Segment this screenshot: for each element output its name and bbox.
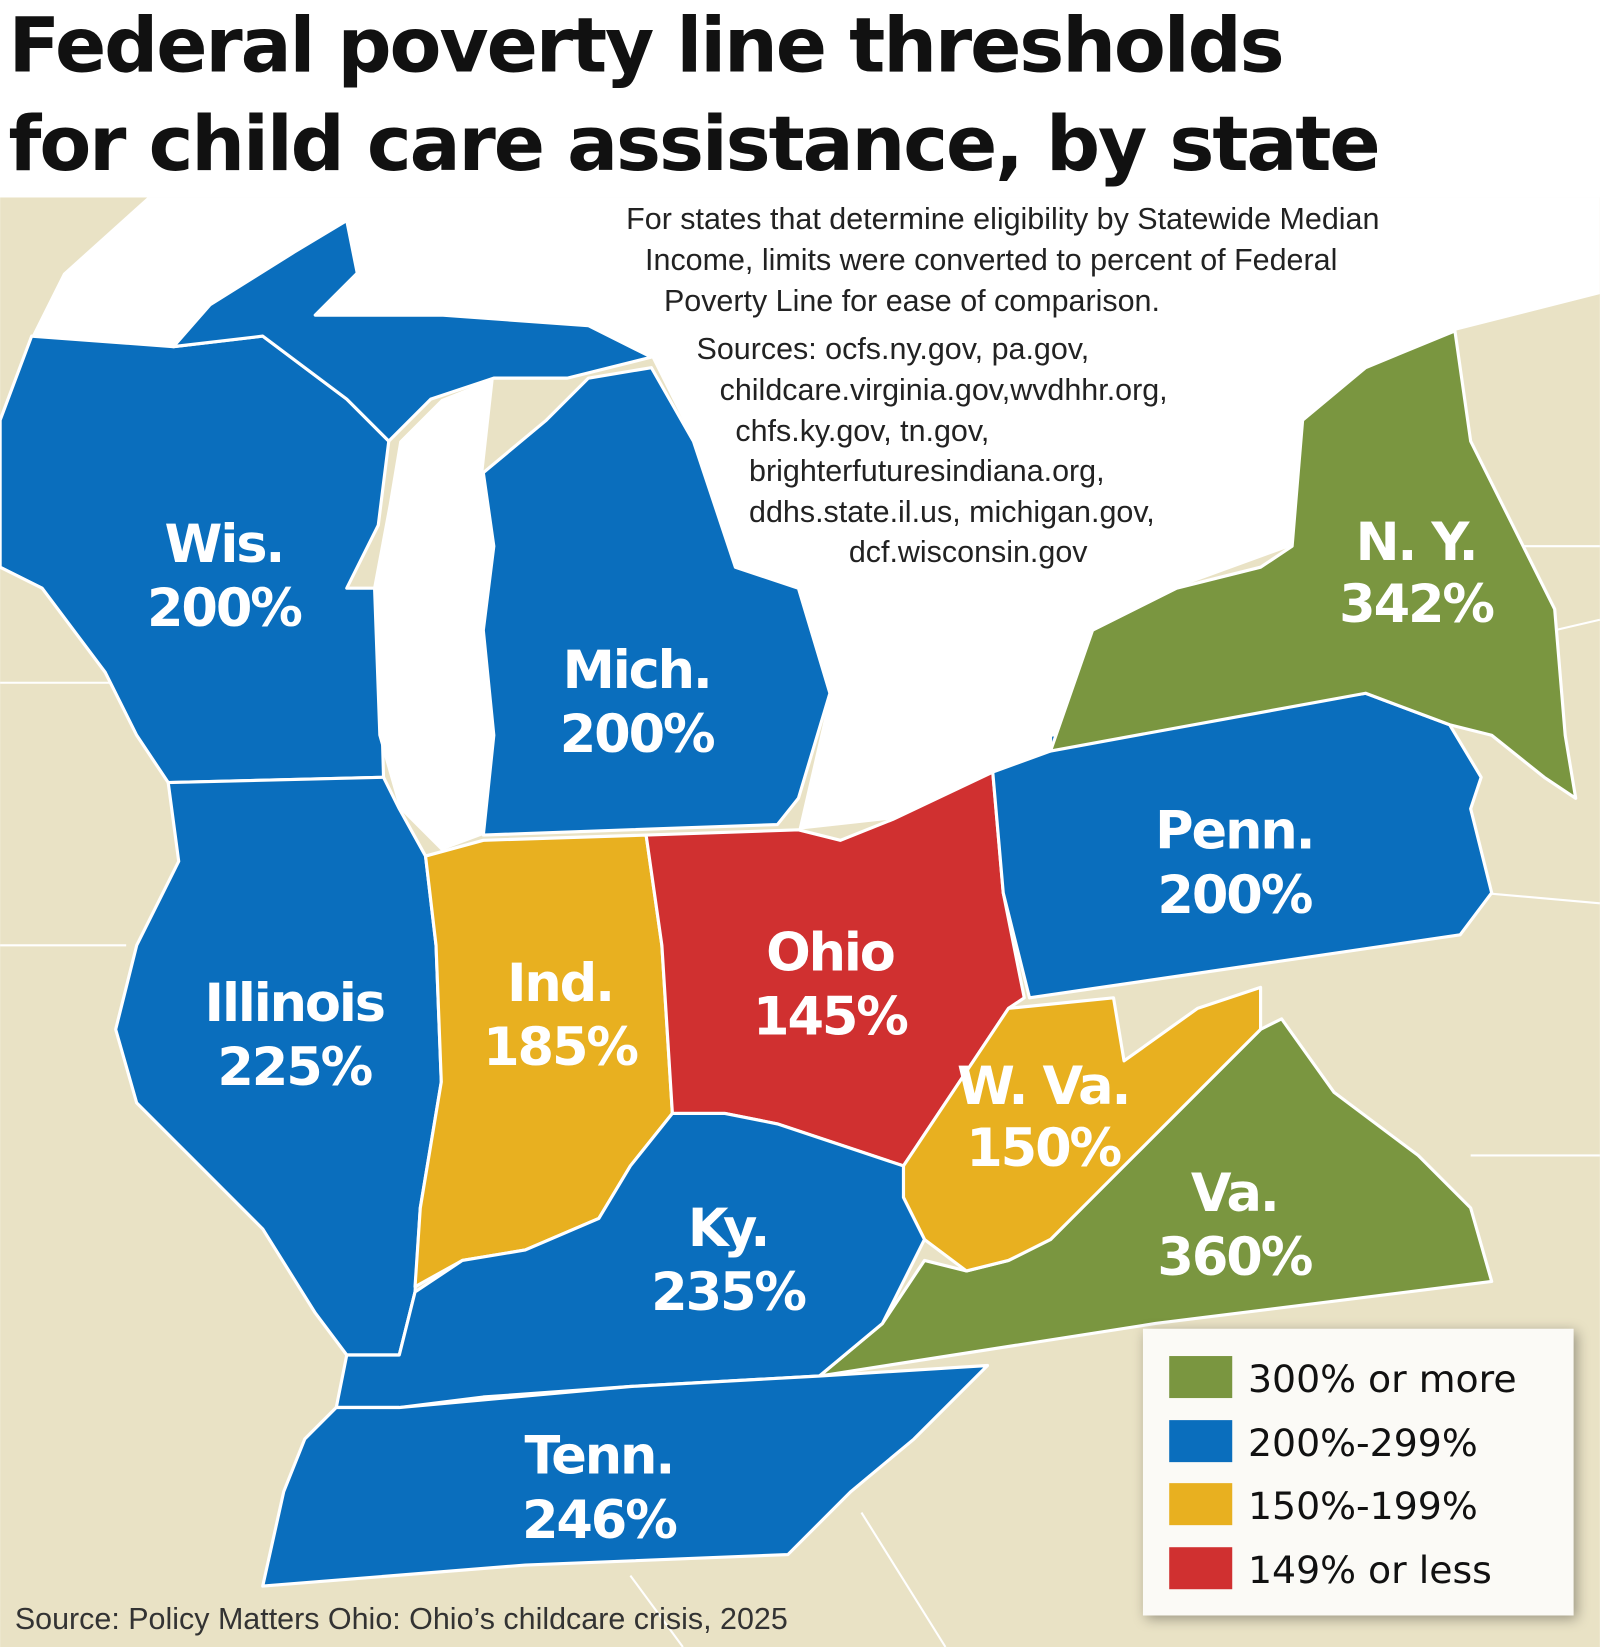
title-line-2: for child care assistance, by state: [9, 100, 1379, 188]
state-name-label: Ohio: [766, 923, 894, 984]
state-west-virginia[interactable]: [901, 985, 1263, 1273]
neighbor-borders: [0, 545, 1600, 1647]
state-name-label: Penn.: [1155, 801, 1313, 862]
state-value-label: 185%: [483, 1017, 637, 1078]
legend-swatch-yellow: [1169, 1483, 1233, 1526]
state-michigan[interactable]: [481, 366, 832, 837]
state-name-label: Mich.: [563, 640, 711, 701]
title-line-1: Federal poverty line thresholds: [9, 1, 1283, 89]
legend: 300% or more 200%-299% 150%-199% 149% or…: [1142, 1328, 1574, 1616]
legend-label: 150%-199%: [1248, 1484, 1478, 1528]
state-name-label: Tenn.: [525, 1426, 674, 1487]
state-new-york[interactable]: [1048, 329, 1578, 800]
state-value-label: 200%: [1157, 865, 1311, 926]
sources-line: Sources: ocfs.ny.gov, pa.gov,: [697, 332, 1090, 366]
state-name-label: W. Va.: [957, 1056, 1129, 1117]
sources-line: brighterfuturesindiana.org,: [749, 454, 1105, 488]
legend-label: 200%-299%: [1248, 1421, 1478, 1465]
state-pennsylvania[interactable]: [991, 691, 1494, 1000]
state-kentucky[interactable]: [334, 1111, 927, 1410]
legend-label: 300% or more: [1248, 1357, 1517, 1401]
lake-michigan: [373, 378, 494, 851]
note-line: For states that determine eligibility by…: [626, 202, 1379, 236]
title: Federal poverty line thresholds for chil…: [9, 1, 1381, 188]
source-credit: Source: Policy Matters Ohio: Ohio’s chil…: [15, 1602, 788, 1636]
note-line: Income, limits were converted to percent…: [645, 243, 1337, 277]
state-name-label: N. Y.: [1356, 512, 1477, 573]
canada-water-area: [0, 197, 1600, 830]
state-name-label: Illinois: [205, 973, 384, 1034]
state-michigan-upper[interactable]: [171, 219, 653, 443]
state-name-label: Ky.: [688, 1198, 768, 1259]
state-name-label: Va.: [1191, 1163, 1278, 1224]
sources-line: ddhs.state.il.us, michigan.gov,: [749, 495, 1155, 529]
state-value-label: 246%: [522, 1490, 676, 1551]
state-value-label: 150%: [966, 1118, 1120, 1179]
state-name-label: Ind.: [507, 953, 613, 1014]
state-value-label: 342%: [1339, 574, 1493, 635]
state-tennessee[interactable]: [261, 1363, 990, 1588]
note-line: Poverty Line for ease of comparison.: [664, 284, 1160, 318]
state-value-label: 235%: [651, 1262, 805, 1323]
state-value-label: 200%: [560, 704, 714, 765]
methodology-note: For states that determine eligibility by…: [626, 202, 1379, 569]
sources-line: dcf.wisconsin.gov: [849, 535, 1088, 569]
state-value-label: 360%: [1157, 1227, 1311, 1288]
state-value-label: 200%: [147, 578, 301, 639]
legend-label: 149% or less: [1248, 1548, 1492, 1592]
legend-swatch-red: [1169, 1547, 1233, 1590]
legend-swatch-green: [1169, 1356, 1233, 1399]
state-name-label: Wis.: [165, 514, 284, 575]
state-value-label: 145%: [753, 987, 907, 1048]
legend-swatch-blue: [1169, 1420, 1233, 1463]
state-labels: Wis. 200% Mich. 200% Illinois 225% Ind. …: [147, 512, 1496, 1551]
state-value-label: 225%: [217, 1037, 371, 1098]
sources-line: childcare.virginia.gov,wvdhhr.org,: [720, 373, 1168, 407]
sources-line: chfs.ky.gov, tn.gov,: [735, 414, 989, 448]
